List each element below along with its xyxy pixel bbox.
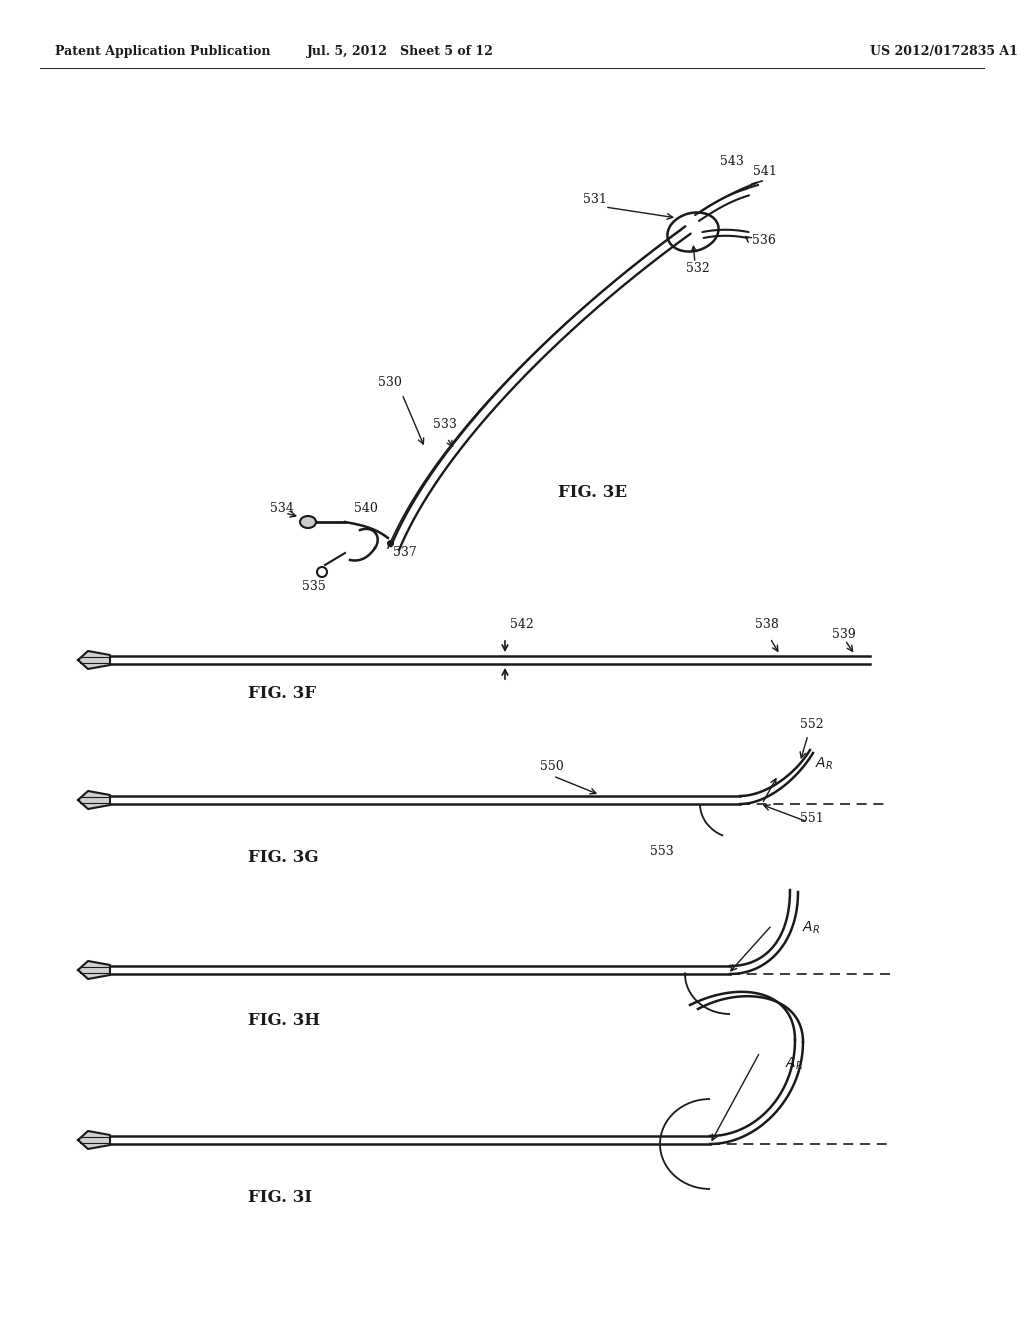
Text: $A_R$: $A_R$ [802,920,820,936]
Polygon shape [78,1131,110,1148]
Text: $A_R$: $A_R$ [785,1056,803,1072]
Text: 553: 553 [650,845,674,858]
Text: 534: 534 [270,502,294,515]
Text: 538: 538 [755,618,779,631]
Polygon shape [78,651,110,669]
Polygon shape [78,961,110,979]
Text: 533: 533 [433,418,457,432]
Text: FIG. 3E: FIG. 3E [558,484,627,502]
Text: 550: 550 [540,760,564,774]
Polygon shape [78,791,110,809]
Text: 530: 530 [378,376,401,389]
Text: 540: 540 [354,502,378,515]
Text: 543: 543 [720,154,743,168]
Ellipse shape [300,516,316,528]
Text: FIG. 3H: FIG. 3H [248,1012,321,1030]
Text: FIG. 3I: FIG. 3I [248,1189,312,1206]
Text: 532: 532 [686,261,710,275]
Text: 531: 531 [583,193,607,206]
Text: 539: 539 [831,628,856,642]
Text: 551: 551 [800,812,823,825]
Text: 552: 552 [800,718,823,731]
Text: Jul. 5, 2012   Sheet 5 of 12: Jul. 5, 2012 Sheet 5 of 12 [306,45,494,58]
Text: FIG. 3F: FIG. 3F [248,685,316,702]
Text: 541: 541 [753,165,777,178]
Text: 542: 542 [510,618,534,631]
Text: 537: 537 [393,546,417,558]
Text: FIG. 3G: FIG. 3G [248,849,318,866]
Text: 536: 536 [752,234,776,247]
Text: US 2012/0172835 A1: US 2012/0172835 A1 [870,45,1018,58]
Text: 535: 535 [302,579,326,593]
Text: $A_R$: $A_R$ [815,756,834,772]
Text: Patent Application Publication: Patent Application Publication [55,45,270,58]
